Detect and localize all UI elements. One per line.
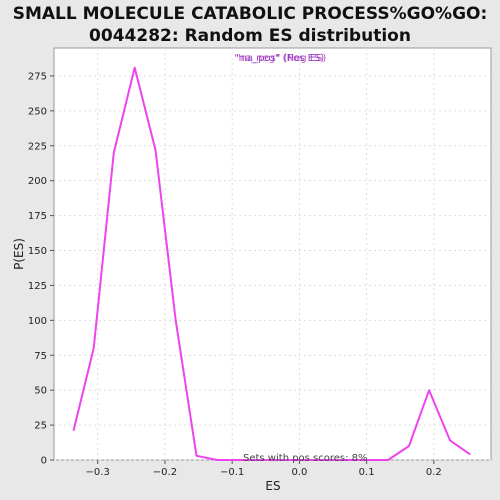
y-tick-label: 200 (28, 176, 47, 187)
x-tick-label: −0.2 (153, 467, 177, 478)
series-line (72, 66, 471, 461)
y-tick-label: 125 (28, 281, 47, 292)
y-tick-label: 0 (41, 456, 47, 467)
legend-entry-neg: "na_neg" (Neg ES) (234, 53, 326, 64)
y-axis-label: P(ES) (12, 238, 26, 270)
y-tick-label: 275 (28, 71, 47, 82)
x-axis-label: ES (265, 479, 280, 493)
y-tick-label: 75 (34, 351, 47, 362)
pos-scores-annotation: Sets with pos scores: 8% (243, 453, 368, 464)
plot-area (53, 47, 492, 461)
legend-entry-pos: "na_pos" (Pos ES) (236, 53, 324, 64)
chart-title-line1: SMALL MOLECULE CATABOLIC PROCESS%GO%GO: (13, 4, 488, 24)
x-tick-label: 0.2 (426, 467, 442, 478)
y-tick-label: 250 (28, 106, 47, 117)
chart-title-line2: 0044282: Random ES distribution (89, 26, 411, 46)
grid-lines (54, 48, 491, 461)
y-tick-label: 100 (28, 316, 47, 327)
y-tick-label: 175 (28, 211, 47, 222)
x-tick-label: −0.1 (220, 467, 244, 478)
y-tick-label: 50 (34, 386, 47, 397)
x-tick-label: −0.3 (86, 467, 110, 478)
y-tick-label: 225 (28, 141, 47, 152)
x-tick-label: 0.1 (359, 467, 375, 478)
y-tick-label: 25 (34, 421, 47, 432)
x-tick-label: 0.0 (291, 467, 307, 478)
y-tick-label: 150 (28, 246, 47, 257)
series-layer (72, 66, 471, 461)
axes: 0 25 50 75 100 125 150 175 200 225 250 275 −0.3 −0.2 −… (28, 71, 442, 478)
